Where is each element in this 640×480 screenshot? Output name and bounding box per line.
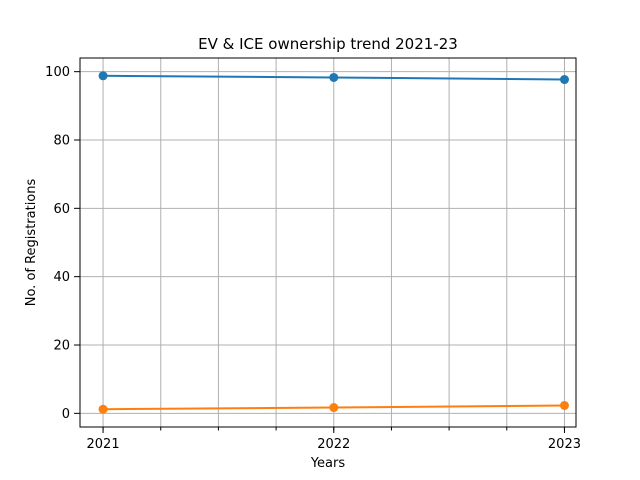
chart-title: EV & ICE ownership trend 2021-23 <box>198 35 458 53</box>
y-tick-label: 20 <box>53 339 70 354</box>
y-tick-label: 100 <box>45 65 70 80</box>
y-tick-label: 60 <box>53 202 70 217</box>
plot-frame <box>79 57 577 428</box>
series-2-point <box>98 404 108 414</box>
ticks: 2021 2022 2023 0 20 40 60 80 100 <box>45 65 581 452</box>
series-1-point <box>559 75 569 85</box>
series-layer <box>98 71 569 414</box>
y-tick-label: 80 <box>53 134 70 149</box>
x-tick-label: 2022 <box>317 437 350 452</box>
x-axis-label: Years <box>310 456 346 471</box>
series-2-point <box>559 400 569 410</box>
x-tick-label: 2023 <box>548 437 581 452</box>
x-tick-label: 2021 <box>87 437 120 452</box>
y-tick-label: 0 <box>62 407 70 422</box>
series-1-point <box>98 71 108 81</box>
y-axis-label: No. of Registrations <box>24 179 39 307</box>
y-tick-label: 40 <box>53 270 70 285</box>
grid <box>80 58 576 427</box>
series-2-point <box>329 403 339 413</box>
series-1-point <box>329 72 339 82</box>
